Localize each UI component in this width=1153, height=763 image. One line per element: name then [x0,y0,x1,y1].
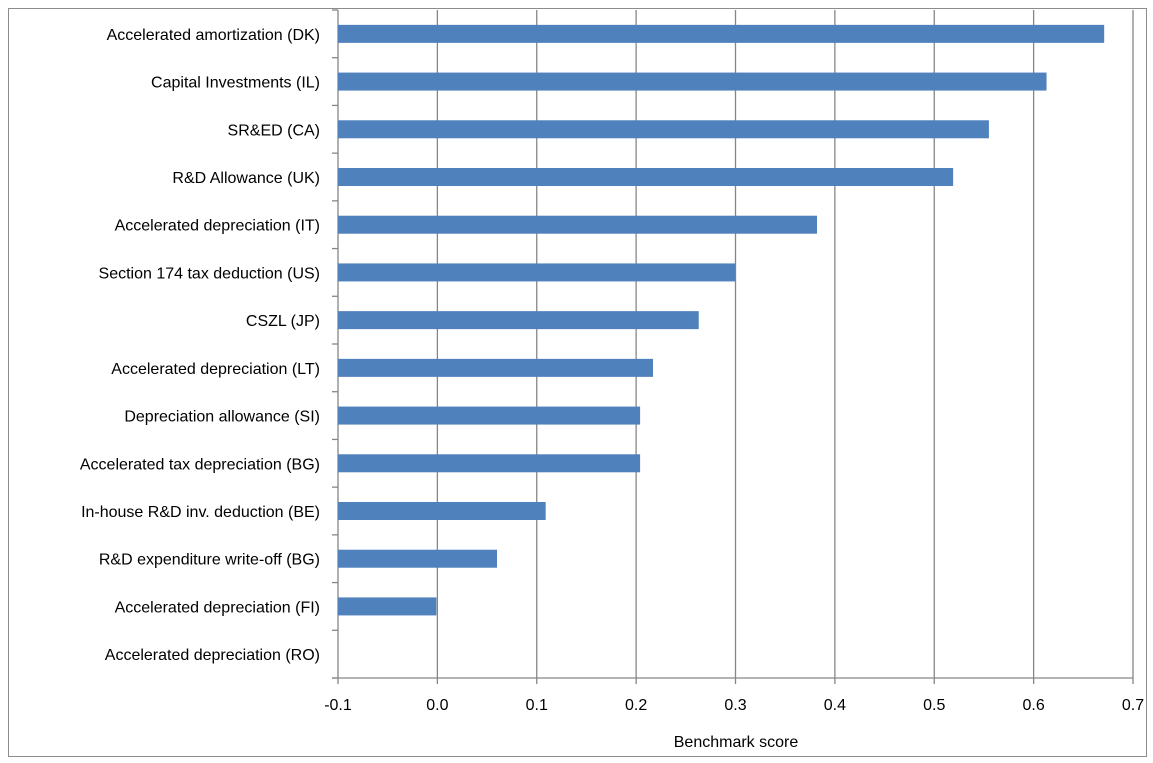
axes [332,9,1134,684]
x-tick-label: -0.1 [324,697,352,714]
category-label: Accelerated amortization (DK) [107,27,320,44]
category-label: R&D expenditure write-off (BG) [99,552,320,569]
category-label: Depreciation allowance (SI) [124,409,320,426]
gridlines [436,10,1134,678]
category-label: Accelerated depreciation (LT) [111,361,320,378]
x-tick-label: 0.3 [724,697,746,714]
bar [338,24,1105,43]
x-tick-label: 0.7 [1122,697,1144,714]
x-tick-label: 0.5 [923,697,945,714]
bar [338,72,1047,91]
bars [338,24,1105,616]
category-label: In-house R&D inv. deduction (BE) [81,504,320,521]
category-label: Capital Investments (IL) [151,75,320,92]
x-tick-label: 0.1 [526,697,548,714]
bar [338,502,546,520]
x-axis-title: Benchmark score [674,734,799,751]
category-label: Accelerated depreciation (RO) [105,647,320,664]
bar [338,263,736,282]
bar [338,406,641,425]
category-labels: Accelerated amortization (DK) Capital Inv… [80,27,320,664]
category-label: Accelerated depreciation (IT) [115,218,320,235]
bar [338,454,641,473]
x-tick-labels: -0.1 0.0 0.1 0.2 0.3 0.4 0.5 0.6 0.7 [324,697,1144,714]
bar [338,549,497,568]
x-tick-label: 0.6 [1023,697,1045,714]
category-label: Accelerated tax depreciation (BG) [80,456,320,473]
bar [338,215,817,234]
category-label: SR&ED (CA) [228,122,320,139]
bar [338,311,699,330]
x-tick-label: 0.2 [625,697,647,714]
bar [338,597,437,616]
x-tick-label: 0.4 [824,697,846,714]
bar [338,358,654,377]
category-label: Accelerated depreciation (FI) [115,599,320,616]
bar [338,120,989,139]
x-tick-label: 0.0 [426,697,448,714]
category-label: Section 174 tax deduction (US) [99,265,320,282]
category-label: R&D Allowance (UK) [172,170,320,187]
category-label: CSZL (JP) [246,313,320,330]
bar [338,168,954,186]
